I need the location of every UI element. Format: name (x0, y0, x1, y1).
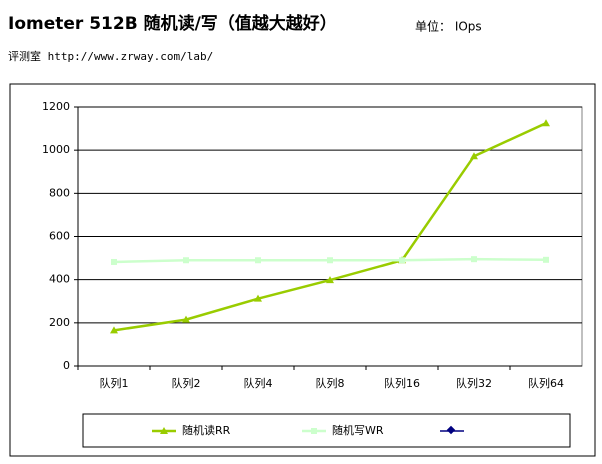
point (471, 256, 477, 263)
x-tick-label: 队列8 (316, 376, 345, 390)
y-tick-label: 600 (49, 230, 70, 243)
x-tick-label: 队列32 (456, 376, 492, 390)
legend-label: 随机写WR (332, 423, 384, 437)
y-tick-label: 400 (49, 273, 70, 286)
x-tick-label: 队列2 (172, 376, 201, 390)
point (327, 257, 333, 264)
x-tick-label: 队列4 (244, 376, 273, 390)
point (183, 257, 189, 264)
point (255, 257, 261, 264)
legend-label: 随机读RR (182, 423, 231, 437)
y-tick-label: 1200 (42, 100, 70, 113)
y-tick-label: 200 (49, 316, 70, 329)
legend-marker (446, 425, 456, 435)
unit: 单位： IOps (415, 19, 482, 34)
title: Iometer 512B 随机读/写（值越大越好） (8, 13, 337, 34)
subtitle: 评测室 http://www.zrway.com/lab/ (8, 49, 213, 63)
y-tick-label: 800 (49, 186, 70, 199)
point (160, 427, 168, 434)
x-tick-label: 队列64 (528, 376, 564, 390)
point (399, 257, 405, 264)
point (311, 428, 317, 434)
point (254, 294, 262, 302)
point (111, 258, 117, 265)
point (543, 256, 549, 263)
point (182, 315, 190, 323)
point (110, 326, 118, 334)
point (542, 119, 550, 127)
y-tick-label: 1000 (42, 143, 70, 156)
point (470, 152, 478, 160)
x-tick-label: 队列1 (100, 376, 129, 390)
x-tick-label: 队列16 (384, 376, 420, 390)
point (326, 276, 334, 284)
y-tick-label: 0 (63, 359, 70, 372)
